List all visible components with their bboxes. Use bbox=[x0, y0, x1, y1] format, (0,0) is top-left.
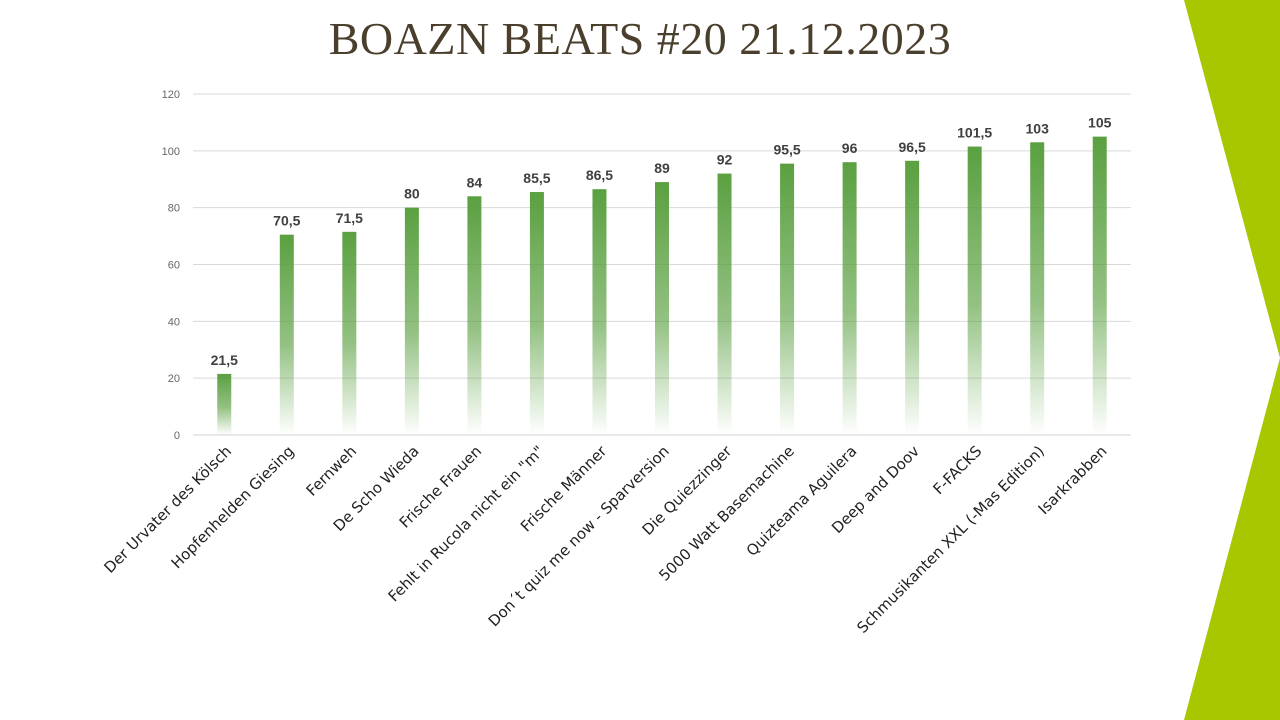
y-tick-label: 20 bbox=[168, 373, 180, 385]
bar bbox=[842, 162, 857, 435]
bar bbox=[279, 234, 294, 435]
y-tick-label: 100 bbox=[162, 146, 180, 158]
data-label: 103 bbox=[1026, 120, 1050, 136]
data-label: 92 bbox=[717, 152, 733, 168]
category-label: Quizteama Aguilera bbox=[743, 442, 861, 560]
bar bbox=[717, 173, 732, 436]
y-tick-label: 80 bbox=[168, 203, 180, 215]
slide-title: BOAZN BEATS #20 21.12.2023 bbox=[328, 13, 952, 64]
category-label: Fernweh bbox=[303, 442, 361, 500]
data-label: 105 bbox=[1088, 115, 1112, 131]
bar bbox=[905, 160, 920, 435]
bar bbox=[1092, 136, 1107, 435]
data-label: 95,5 bbox=[773, 142, 800, 158]
data-label: 86,5 bbox=[586, 167, 613, 183]
data-label: 71,5 bbox=[336, 210, 363, 226]
data-label: 84 bbox=[467, 174, 483, 190]
data-label: 21,5 bbox=[211, 352, 238, 368]
y-axis-tick-labels: 0 20 40 60 80 100 120 bbox=[162, 89, 180, 442]
y-tick-label: 0 bbox=[174, 430, 180, 442]
data-label: 101,5 bbox=[957, 125, 992, 141]
data-labels: 21,5 70,5 71,5 80 84 85,5 86,5 89 92 95,5 96 96,5 10… bbox=[211, 115, 1112, 368]
data-label: 89 bbox=[654, 160, 670, 176]
bar bbox=[655, 182, 669, 435]
bar bbox=[592, 189, 607, 435]
bar bbox=[780, 163, 795, 435]
y-tick-label: 120 bbox=[162, 89, 180, 101]
category-label: Hopfenhelden Giesing bbox=[168, 442, 298, 572]
category-label: F-FACKS bbox=[930, 442, 986, 498]
bar bbox=[529, 192, 544, 435]
bar bbox=[342, 231, 357, 435]
bar bbox=[1030, 142, 1045, 435]
data-label: 70,5 bbox=[273, 213, 300, 229]
bar bbox=[217, 373, 232, 435]
y-tick-label: 40 bbox=[168, 316, 180, 328]
data-label: 96 bbox=[842, 140, 858, 156]
category-label: Der Urvater des Kölsch bbox=[101, 442, 236, 577]
bar bbox=[404, 207, 419, 435]
bar bbox=[967, 146, 982, 435]
data-label: 96,5 bbox=[899, 139, 926, 155]
data-label: 85,5 bbox=[523, 170, 550, 186]
data-label: 80 bbox=[404, 186, 420, 202]
bar bbox=[467, 196, 482, 435]
y-tick-label: 60 bbox=[168, 260, 180, 272]
bars bbox=[217, 136, 1107, 436]
